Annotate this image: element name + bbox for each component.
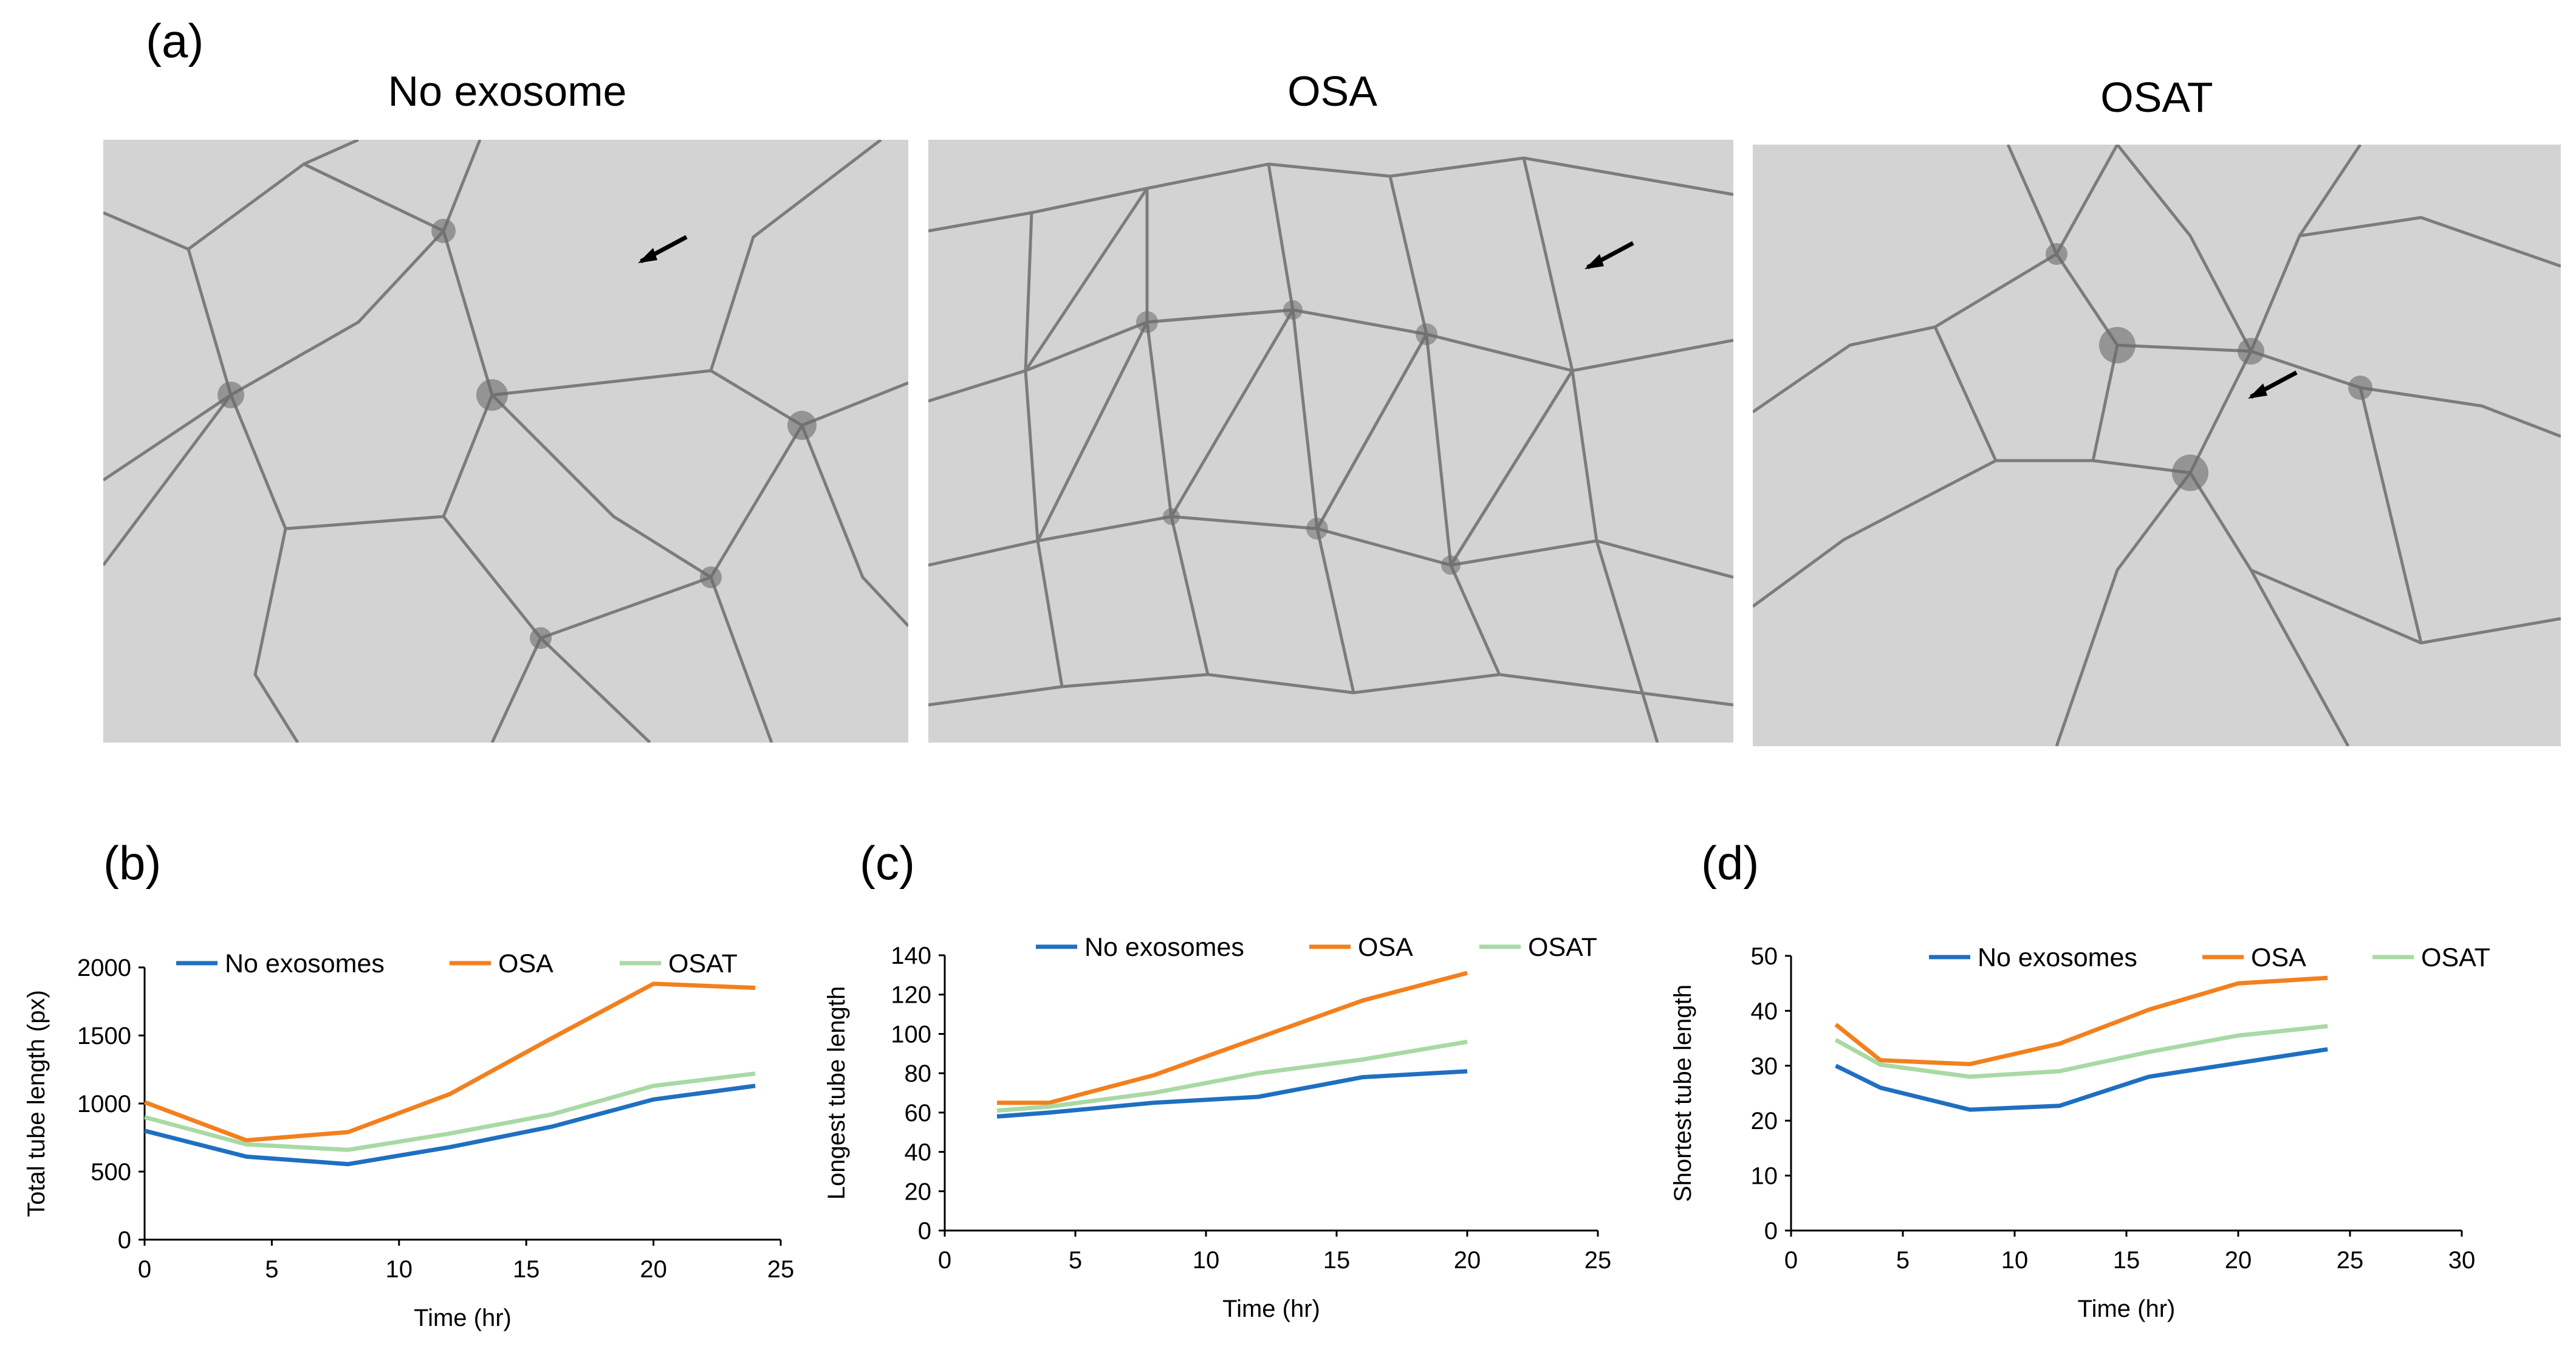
- series-line-osat: [144, 1071, 756, 1152]
- legend-entry: OSAT: [1528, 933, 1597, 962]
- x-tick-label: 15: [1323, 1247, 1351, 1274]
- y-tick-label: 40: [1751, 998, 1778, 1025]
- legend-entry: OSAT: [668, 949, 738, 978]
- panel-label-c: (c): [860, 836, 915, 890]
- y-tick-label: 0: [918, 1218, 931, 1245]
- y-tick-label: 1500: [77, 1023, 131, 1049]
- legend-entry: No exosomes: [1978, 943, 2137, 972]
- x-tick-label: 30: [2448, 1247, 2476, 1274]
- panel-label-a: (a): [146, 14, 204, 67]
- x-axis-label: Time (hr): [2078, 1296, 2176, 1322]
- series-line-osat: [996, 1039, 1468, 1113]
- y-tick-label: 60: [905, 1100, 932, 1127]
- legend-entry: OSAT: [2421, 943, 2490, 972]
- legend-entry: OSA: [1358, 933, 1413, 962]
- x-axis-label: Time (hr): [414, 1305, 512, 1331]
- series-line-no-exosomes: [996, 1069, 1468, 1119]
- panel-label-b: (b): [103, 836, 162, 890]
- y-tick-label: 500: [91, 1159, 131, 1186]
- image-title-osat: OSAT: [2100, 74, 2213, 121]
- x-tick-label: 15: [513, 1256, 540, 1283]
- y-tick-label: 140: [891, 943, 931, 969]
- micrograph-no-exosome: [103, 140, 908, 743]
- y-tick-label: 40: [905, 1139, 932, 1166]
- panel-label-d: (d): [1701, 836, 1759, 890]
- x-tick-label: 20: [640, 1256, 667, 1283]
- y-tick-label: 100: [891, 1021, 931, 1048]
- series-line-osa: [1834, 975, 2328, 1066]
- x-tick-label: 0: [1784, 1247, 1798, 1274]
- x-tick-label: 25: [1584, 1247, 1612, 1274]
- chart-shortest-tube-length: 0 10 20 30 40 50 0 5 10 15 20 25 30 Time (hr) Shortest…: [1670, 869, 2564, 1346]
- x-tick-label: 10: [1193, 1247, 1220, 1274]
- x-tick-label: 10: [2001, 1247, 2029, 1274]
- x-tick-label: 10: [386, 1256, 413, 1283]
- x-tick-label: 20: [1454, 1247, 1481, 1274]
- legend-entry: OSA: [2251, 943, 2306, 972]
- x-tick-label: 15: [2113, 1247, 2140, 1274]
- y-tick-label: 20: [1751, 1108, 1778, 1135]
- image-title-no-exosome: No exosome: [388, 67, 627, 115]
- y-axis-label: Total tube length (px): [23, 990, 50, 1217]
- y-tick-label: 2000: [77, 955, 131, 981]
- chart-longest-tube-length: 0 20 40 60 80 100 120 140 0 5 10 15 20 25 Time (hr) Lon…: [823, 869, 1677, 1346]
- y-tick-label: 0: [118, 1227, 131, 1254]
- x-tick-label: 20: [2225, 1247, 2252, 1274]
- y-tick-label: 0: [1764, 1218, 1778, 1245]
- chart-total-tube-length: 0 500 1000 1500 2000 0 5 10 15 20 25 Time (hr) Total…: [0, 869, 851, 1346]
- series-line-no-exosomes: [1835, 1047, 2328, 1112]
- y-tick-label: 30: [1751, 1053, 1778, 1080]
- x-axis-label: Time (hr): [1222, 1296, 1320, 1322]
- y-tick-label: 20: [905, 1178, 932, 1205]
- x-tick-label: 0: [138, 1256, 151, 1283]
- series-line-no-exosomes: [144, 1083, 756, 1167]
- y-axis-label: Shortest tube length: [1670, 984, 1696, 1202]
- y-axis-label: Longest tube length: [823, 986, 850, 1200]
- y-tick-label: 10: [1751, 1163, 1778, 1190]
- x-tick-label: 25: [767, 1256, 795, 1283]
- x-tick-label: 5: [1896, 1247, 1910, 1274]
- micrograph-osa: [928, 140, 1733, 743]
- y-tick-label: 1000: [77, 1091, 131, 1118]
- image-title-osa: OSA: [1287, 67, 1377, 115]
- x-tick-label: 5: [265, 1256, 278, 1283]
- x-tick-label: 0: [938, 1247, 951, 1274]
- y-tick-label: 80: [905, 1060, 932, 1087]
- series-line-osat: [1834, 1024, 2328, 1079]
- legend-entry: No exosomes: [1084, 933, 1244, 962]
- legend-entry: No exosomes: [225, 949, 385, 978]
- y-tick-label: 50: [1751, 943, 1778, 970]
- series-line-osa: [997, 970, 1468, 1105]
- micrograph-osat: [1753, 145, 2561, 746]
- series-line-osa: [143, 981, 756, 1142]
- x-tick-label: 25: [2337, 1247, 2364, 1274]
- y-tick-label: 120: [891, 982, 931, 1009]
- legend-entry: OSA: [498, 949, 553, 978]
- x-tick-label: 5: [1069, 1247, 1082, 1274]
